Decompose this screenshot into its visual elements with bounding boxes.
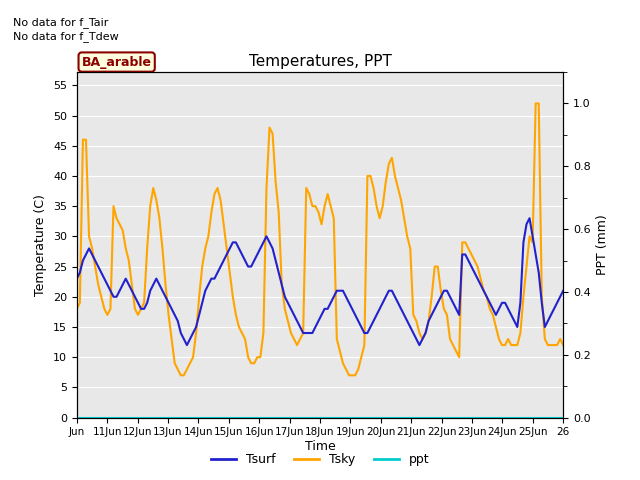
Text: BA_arable: BA_arable bbox=[82, 56, 152, 69]
Legend: Tsurf, Tsky, ppt: Tsurf, Tsky, ppt bbox=[205, 448, 435, 471]
Y-axis label: PPT (mm): PPT (mm) bbox=[596, 215, 609, 275]
Text: No data for f_Tdew: No data for f_Tdew bbox=[13, 31, 118, 42]
Text: No data for f_Tair: No data for f_Tair bbox=[13, 17, 108, 28]
X-axis label: Time: Time bbox=[305, 440, 335, 453]
Y-axis label: Temperature (C): Temperature (C) bbox=[35, 194, 47, 296]
Title: Temperatures, PPT: Temperatures, PPT bbox=[248, 54, 392, 70]
